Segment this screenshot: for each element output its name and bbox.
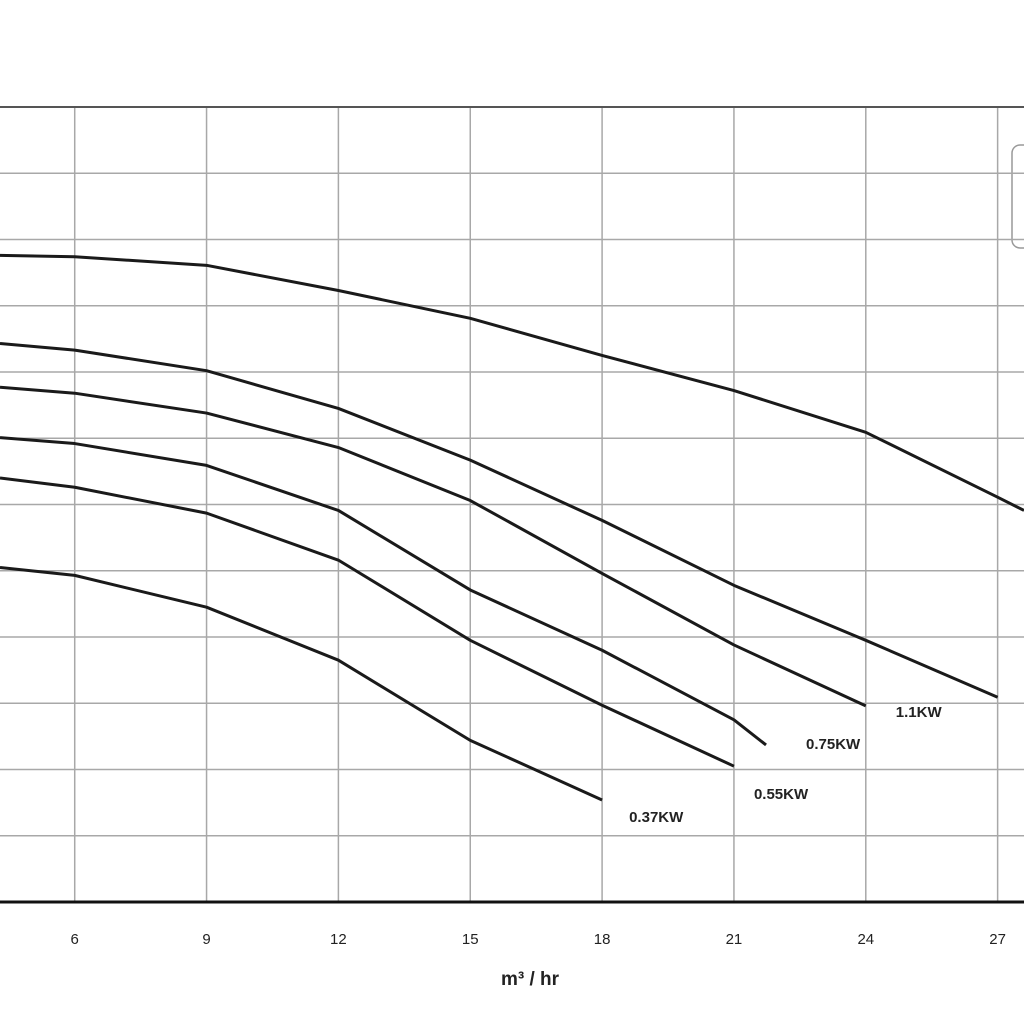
legend-box-fragment (1011, 144, 1024, 249)
curve-label: 0.55KW (754, 786, 809, 803)
x-tick-label: 21 (726, 931, 743, 948)
x-tick-label: 15 (462, 931, 479, 948)
x-tick-label: 9 (202, 931, 210, 948)
x-tick-label: 27 (989, 931, 1006, 948)
x-tick-label: 24 (857, 931, 874, 948)
x-tick-label: 12 (330, 931, 347, 948)
curve-label: 0.37KW (629, 809, 684, 826)
curve-label: 1.1KW (896, 704, 943, 721)
pump-curve (0, 342, 999, 699)
x-tick-label: 6 (71, 931, 79, 948)
pump-curve (0, 253, 1024, 512)
x-tick-label: 18 (594, 931, 611, 948)
pump-curve (0, 565, 603, 802)
pump-curve (0, 385, 867, 708)
pump-curve (0, 436, 767, 747)
curve-label: 0.75KW (806, 736, 861, 753)
pump-curve (0, 476, 735, 768)
x-axis-label: m³ / hr (501, 969, 560, 990)
